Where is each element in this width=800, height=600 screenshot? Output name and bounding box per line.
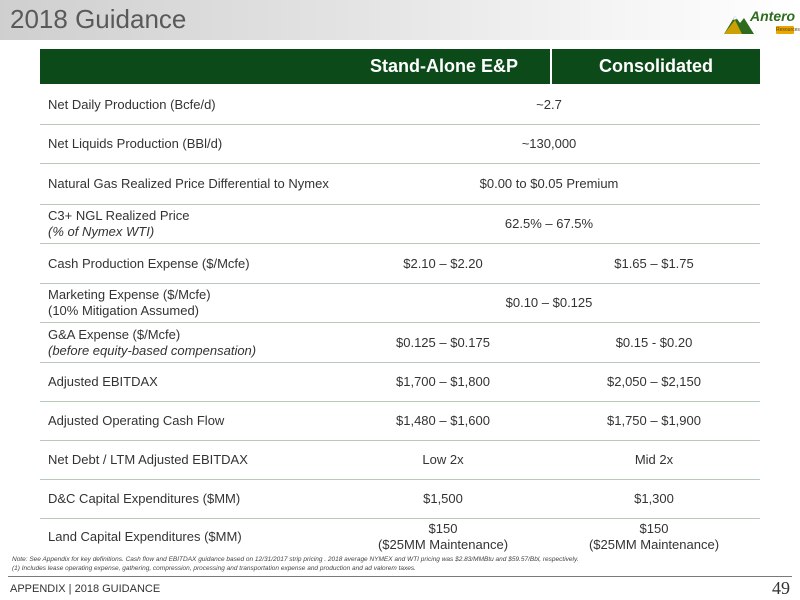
mountain-logo-icon xyxy=(724,16,754,34)
row-label: Land Capital Expenditures ($MM) xyxy=(48,529,242,544)
row-value-standalone: $0.125 – $0.175 xyxy=(396,334,490,350)
title-bar xyxy=(0,0,800,40)
header-consolidated: Consolidated xyxy=(552,49,760,84)
row-label: Adjusted Operating Cash Flow xyxy=(48,413,225,428)
row-value-consolidated: $1,750 – $1,900 xyxy=(607,413,701,428)
header-divider xyxy=(550,49,552,84)
row-value-consolidated: $2,050 – $2,150 xyxy=(607,374,701,389)
table-row: Land Capital Expenditures ($MM) $150 ($2… xyxy=(40,519,760,555)
row-label: D&C Capital Expenditures ($MM) xyxy=(48,491,241,506)
footnotes: Note: See Appendix for key definitions. … xyxy=(12,555,792,573)
row-value-consolidated: $0.15 - $0.20 xyxy=(615,334,693,350)
footnote-main: Note: See Appendix for key definitions. … xyxy=(12,556,579,563)
table-row: Cash Production Expense ($/Mcfe) $2.10 –… xyxy=(40,244,760,284)
page-number: 49 xyxy=(772,578,790,598)
row-label-main: C3+ NGL Realized Price xyxy=(48,208,190,223)
footer-section: APPENDIX | 2018 GUIDANCE xyxy=(10,583,161,595)
table-row: Net Debt / LTM Adjusted EBITDAX Low 2x M… xyxy=(40,441,760,480)
row-value-consolidated: $1.65 – $1.75 xyxy=(614,255,694,271)
row-label-sub: (% of Nymex WTI) xyxy=(48,224,155,239)
antero-logo: Antero Resources xyxy=(724,4,800,38)
row-label-sub: (before equity-based compensation) xyxy=(48,342,257,358)
row-value: $0.10 – $0.125 xyxy=(505,295,593,310)
row-label: G&A Expense ($/Mcfe) (before equity-base… xyxy=(48,323,338,362)
row-label: Net Debt / LTM Adjusted EBITDAX xyxy=(48,452,248,467)
row-label-sub: (10% Mitigation Assumed) xyxy=(48,303,200,318)
table-row: Net Daily Production (Bcfe/d) ~2.7 xyxy=(40,86,760,125)
row-label: Net Daily Production (Bcfe/d) xyxy=(48,97,216,112)
row-value-consolidated: $1,300 xyxy=(634,491,674,506)
row-value-standalone: Low 2x xyxy=(422,452,464,467)
header-label-column xyxy=(40,49,338,84)
table-row: Natural Gas Realized Price Differential … xyxy=(40,164,760,205)
row-label: Net Liquids Production (BBl/d) xyxy=(48,136,223,151)
logo-name: Antero xyxy=(750,8,796,24)
table-row: G&A Expense ($/Mcfe) (before equity-base… xyxy=(40,323,760,363)
row-label: Marketing Expense ($/Mcfe) (10% Mitigati… xyxy=(48,284,338,322)
row-value-standalone: $1,500 xyxy=(423,491,463,506)
table-row: Net Liquids Production (BBl/d) ~130,000 xyxy=(40,125,760,164)
table-row: C3+ NGL Realized Price (% of Nymex WTI) … xyxy=(40,205,760,244)
logo-sub: Resources xyxy=(776,26,800,34)
row-value-main: $150 xyxy=(639,521,669,536)
row-value-sub: ($25MM Maintenance) xyxy=(377,537,509,552)
row-value-standalone: $150 ($25MM Maintenance) xyxy=(338,519,548,555)
header-stand-alone: Stand-Alone E&P xyxy=(338,49,550,84)
row-label-main: G&A Expense ($/Mcfe) xyxy=(48,326,181,342)
row-label: Cash Production Expense ($/Mcfe) xyxy=(48,255,250,271)
table-row: Marketing Expense ($/Mcfe) (10% Mitigati… xyxy=(40,284,760,323)
row-value: 62.5% – 67.5% xyxy=(504,216,594,231)
row-value: ~2.7 xyxy=(536,97,562,112)
row-label: Adjusted EBITDAX xyxy=(48,374,158,389)
table-row: Adjusted Operating Cash Flow $1,480 – $1… xyxy=(40,402,760,441)
row-value-standalone: $2.10 – $2.20 xyxy=(403,255,483,271)
row-value-consolidated: $150 ($25MM Maintenance) xyxy=(548,519,760,555)
footer-divider xyxy=(8,576,792,577)
row-label: C3+ NGL Realized Price (% of Nymex WTI) xyxy=(48,205,338,243)
row-value: ~130,000 xyxy=(521,136,577,151)
row-value-sub: ($25MM Maintenance) xyxy=(588,537,720,552)
footnote-1: (1) Includes lease operating expense, ga… xyxy=(12,565,416,572)
row-value: $0.00 to $0.05 Premium xyxy=(479,176,619,191)
row-value-consolidated: Mid 2x xyxy=(634,452,674,467)
table-row: D&C Capital Expenditures ($MM) $1,500 $1… xyxy=(40,480,760,519)
row-label: Natural Gas Realized Price Differential … xyxy=(48,176,329,191)
page-title: 2018 Guidance xyxy=(10,4,187,34)
table-row: Adjusted EBITDAX $1,700 – $1,800 $2,050 … xyxy=(40,363,760,402)
row-label-main: Marketing Expense ($/Mcfe) xyxy=(48,287,211,302)
row-value-standalone: $1,480 – $1,600 xyxy=(396,413,490,428)
row-value-standalone: $1,700 – $1,800 xyxy=(396,374,490,389)
row-value-main: $150 xyxy=(428,521,458,536)
